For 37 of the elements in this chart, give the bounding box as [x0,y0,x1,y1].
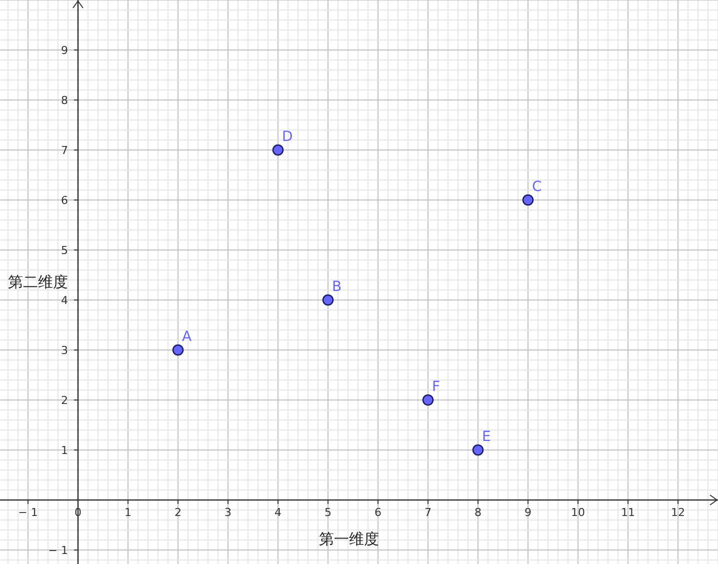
y-tick-label: 5 [61,244,68,257]
point [272,144,284,156]
x-tick-label: 6 [374,506,382,519]
annotation: F [432,379,440,395]
point [322,294,334,306]
y-tick-label: 4 [61,294,68,307]
x-tick-label: 11 [621,506,635,519]
x-tick-label: 1 [124,506,132,519]
x-tick-label: − 1 [18,506,38,519]
y-axis-title: 第二维度 [8,273,68,291]
x-tick-label: 3 [224,506,232,519]
x-tick-label: 4 [274,506,282,519]
y-tick-label: 7 [61,144,68,157]
x-tick-label: 5 [324,506,332,519]
y-tick-label: 9 [61,44,68,57]
point [472,444,484,456]
y-tick-label: 3 [61,344,68,357]
annotation: A [182,329,192,345]
y-tick-label: 2 [61,394,68,407]
y-tick-label: − 1 [48,544,68,557]
annotation: C [532,179,542,195]
annotation: B [332,279,342,295]
y-tick-label: 6 [61,194,68,207]
x-tick-label: 8 [474,506,482,519]
point [172,344,184,356]
x-tick-label: 12 [671,506,685,519]
annotation: D [282,129,293,145]
x-tick-label: 10 [571,506,585,519]
x-axis-title: 第一维度 [319,530,379,548]
annotation: E [482,429,491,445]
y-tick-label: 1 [61,444,68,457]
point [422,394,434,406]
y-tick-label: 8 [61,94,68,107]
point [522,194,534,206]
x-tick-label: 2 [174,506,182,519]
x-tick-label: 7 [424,506,432,519]
x-tick-label: 9 [524,506,532,519]
